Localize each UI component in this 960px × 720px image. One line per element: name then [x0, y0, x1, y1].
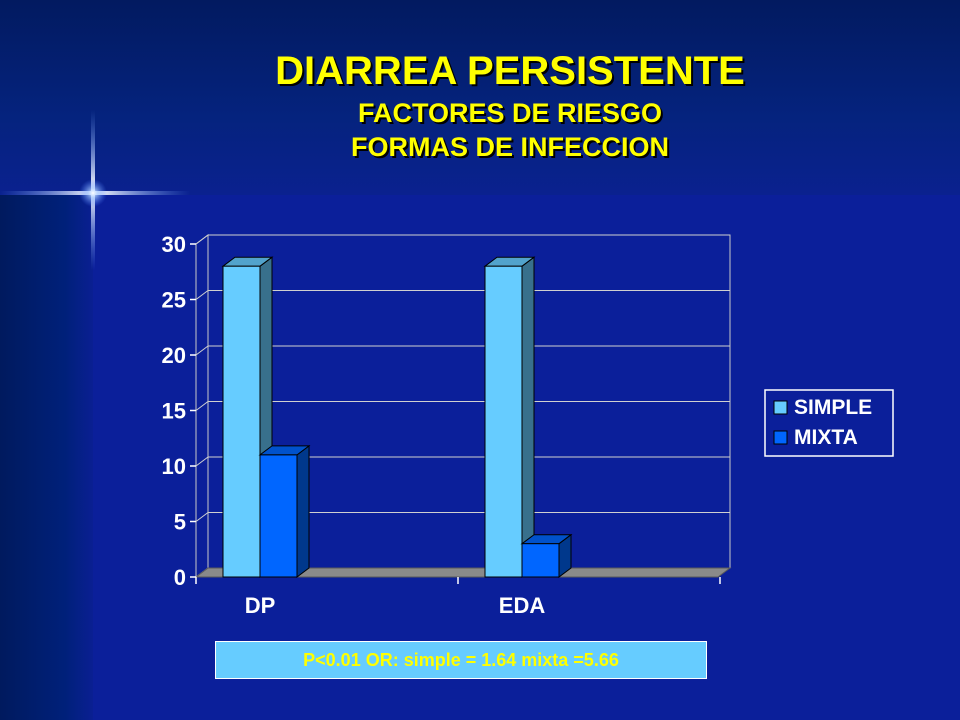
x-category-label: DP — [245, 593, 276, 618]
y-tick-label: 30 — [162, 232, 186, 257]
y-tick-label: 10 — [162, 454, 186, 479]
side-gridline — [195, 234, 209, 245]
y-tick-label: 15 — [162, 399, 186, 424]
legend-swatch-simple — [773, 400, 788, 415]
bar-side-mixta — [296, 444, 310, 578]
title-block: DIARREA PERSISTENTE FACTORES DE RIESGO F… — [0, 48, 960, 164]
y-tick-label: 25 — [162, 288, 186, 313]
stats-note: P<0.01 OR: simple = 1.64 mixta =5.66 — [303, 650, 619, 670]
slide-title: DIARREA PERSISTENTE — [275, 49, 745, 93]
bar-side-simple — [521, 256, 535, 578]
y-tick-label: 20 — [162, 343, 186, 368]
slide-subtitle-2: FORMAS DE INFECCION — [350, 132, 669, 162]
slide-subtitle-1: FACTORES DE RIESGO — [357, 98, 663, 128]
side-gridline — [195, 456, 209, 467]
sparkle-decoration — [0, 110, 190, 270]
legend-swatch-mixta — [773, 430, 788, 445]
top-band — [0, 0, 960, 195]
y-tick-label: 5 — [174, 510, 186, 535]
bar-simple-eda — [484, 265, 523, 578]
bar-mixta-dp — [259, 454, 298, 578]
legend-label-mixta: MIXTA — [794, 426, 858, 449]
x-category-label: EDA — [499, 593, 546, 618]
y-tick-label: 0 — [174, 565, 186, 590]
legend-label-simple: SIMPLE — [794, 396, 872, 419]
stats-note-box: P<0.01 OR: simple = 1.64 mixta =5.66 — [215, 641, 707, 679]
bar-simple-dp — [222, 265, 261, 578]
side-gridline — [195, 345, 209, 356]
legend-box — [764, 389, 894, 457]
side-gridline — [195, 290, 209, 300]
side-gridline — [195, 512, 209, 522]
side-gridline — [195, 401, 209, 411]
bar-mixta-eda — [521, 543, 560, 578]
